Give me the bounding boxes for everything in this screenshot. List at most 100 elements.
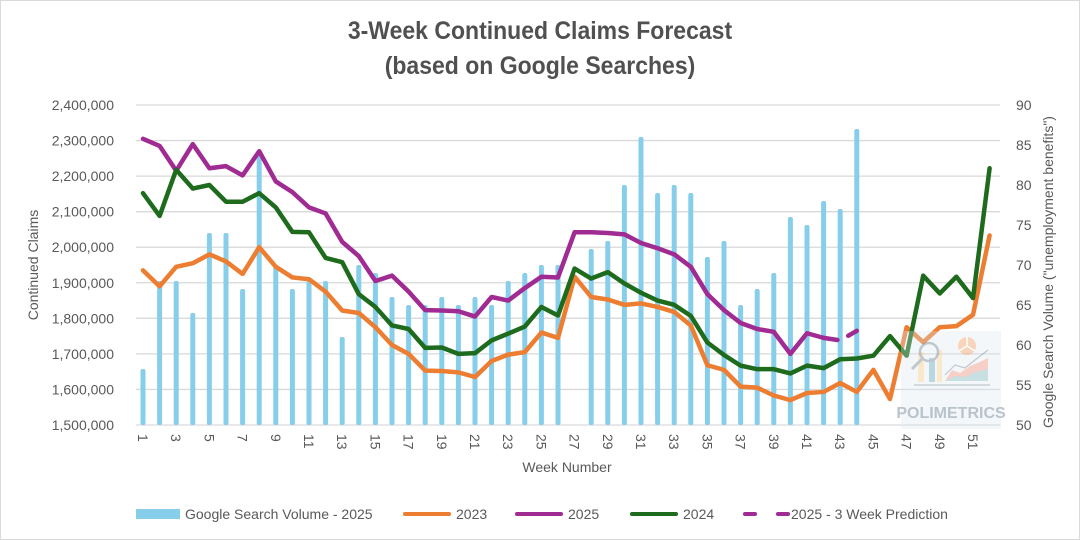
trend-line-icon <box>944 349 989 376</box>
legend-swatch-line <box>403 512 451 516</box>
y-tick-label: 2,200,000 <box>52 168 114 184</box>
x-tick-label: 23 <box>500 434 516 450</box>
magnifier-handle <box>910 357 924 371</box>
bar-week-34 <box>688 193 694 425</box>
bar-week-25 <box>538 265 544 425</box>
legend-item-2023[interactable]: 2023 <box>403 502 487 526</box>
bar-week-41 <box>804 225 810 425</box>
y-axis-label: Continued Claims <box>25 210 41 321</box>
line-2025-3-week-prediction <box>821 328 860 343</box>
x-tick-label: 17 <box>401 434 417 450</box>
x-tick-label: 21 <box>467 434 483 450</box>
bar-week-7 <box>240 289 246 425</box>
x-tick-label: 19 <box>434 434 450 450</box>
bar-week-13 <box>339 337 345 425</box>
y-tick-label: 1,600,000 <box>52 381 114 397</box>
y2-tick-label: 85 <box>1016 137 1032 153</box>
y2-tick-label: 55 <box>1016 377 1032 393</box>
bar-week-12 <box>323 281 329 425</box>
polimetrics-watermark: POLIMETRICS <box>896 331 1006 429</box>
y-axis-left-ticks: 1,500,000 1,600,000 1,700,000 1,800,000 1,90… <box>52 97 114 433</box>
legend-item-2025-prediction[interactable]: 2025 - 3 Week Prediction <box>743 502 948 526</box>
bar-week-19 <box>439 297 445 425</box>
y2-tick-label: 65 <box>1016 297 1032 313</box>
area-icon <box>945 369 988 381</box>
bar-week-10 <box>289 289 295 425</box>
chart-title-line-2: (based on Google Searches) <box>384 52 696 80</box>
x-tick-label: 51 <box>965 434 981 450</box>
bar-week-6 <box>223 233 229 425</box>
y-tick-label: 2,100,000 <box>52 204 114 220</box>
x-tick-label: 35 <box>699 434 715 450</box>
bar-week-22 <box>489 305 495 425</box>
bar-week-4 <box>190 313 196 425</box>
y2-tick-label: 50 <box>1016 417 1032 433</box>
legend-swatch-dash <box>743 512 757 516</box>
legend-label: 2025 - 3 Week Prediction <box>791 506 948 522</box>
y-tick-label: 2,400,000 <box>52 97 114 113</box>
x-tick-label: 13 <box>334 434 350 450</box>
bar-week-3 <box>173 281 179 425</box>
watermark-bar-icon <box>918 352 924 382</box>
legend-label: 2024 <box>683 506 715 522</box>
x-tick-label: 29 <box>600 434 616 450</box>
bar-week-26 <box>555 265 561 425</box>
pie-slices <box>958 337 976 352</box>
watermark-bar-icon <box>937 350 942 382</box>
x-tick-label: 39 <box>766 434 782 450</box>
legend-item-2024[interactable]: 2024 <box>630 502 714 526</box>
y2-tick-label: 75 <box>1016 217 1032 233</box>
y2-tick-label: 70 <box>1016 257 1032 273</box>
bar-week-1 <box>140 369 146 425</box>
line-2025 <box>140 136 826 357</box>
x-tick-label: 3 <box>168 434 184 442</box>
legend-label: 2025 <box>568 506 600 522</box>
y2-tick-label: 90 <box>1016 97 1032 113</box>
y-tick-label: 2,000,000 <box>52 239 114 255</box>
bar-week-40 <box>787 217 793 425</box>
bar-week-15 <box>372 273 378 425</box>
x-tick-label: 1 <box>135 434 151 442</box>
x-tick-label: 43 <box>832 434 848 450</box>
legend-item-2025[interactable]: 2025 <box>515 502 599 526</box>
x-tick-label: 7 <box>235 434 251 442</box>
legend-swatch-line <box>630 512 678 516</box>
x-tick-label: 33 <box>666 434 682 450</box>
bar-week-2 <box>157 281 163 425</box>
x-tick-label: 49 <box>932 434 948 450</box>
legend-swatch-dash <box>776 512 790 516</box>
x-axis-ticks: 1 3 5 7 9 11 13 15 17 19 21 23 25 27 29 31 33 35 37 39 41 43 4… <box>135 434 981 450</box>
y-tick-label: 1,500,000 <box>52 417 114 433</box>
legend-swatch-bar <box>136 509 180 519</box>
bar-week-20 <box>455 305 461 425</box>
legend-item-search-volume[interactable]: Google Search Volume - 2025 <box>136 502 373 526</box>
bars-search-volume <box>140 129 860 425</box>
bar-week-5 <box>206 233 212 425</box>
bar-week-8 <box>256 153 262 425</box>
watermark-bar-icon <box>929 358 935 382</box>
legend-swatch-line <box>515 512 563 516</box>
chart-title: 3-Week Continued Claims Forecast (based … <box>43 14 1037 84</box>
line-2024 <box>140 166 992 376</box>
line-series <box>140 136 992 403</box>
x-tick-label: 9 <box>268 434 284 442</box>
x-tick-label: 41 <box>799 434 815 450</box>
bar-week-16 <box>389 297 395 425</box>
bar-week-18 <box>422 305 428 425</box>
y2-axis-label: Google Search Volume ("unemployment bene… <box>1040 116 1056 428</box>
bar-week-43 <box>837 209 843 425</box>
magnifier-icon <box>918 341 940 363</box>
line-2023 <box>140 233 992 403</box>
x-tick-label: 47 <box>899 434 915 450</box>
y-tick-label: 2,300,000 <box>52 133 114 149</box>
x-tick-label: 15 <box>367 434 383 450</box>
bar-week-21 <box>472 297 478 425</box>
legend-label: Google Search Volume - 2025 <box>185 506 373 522</box>
y2-tick-label: 60 <box>1016 337 1032 353</box>
bar-week-44 <box>854 129 860 425</box>
x-tick-label: 31 <box>633 434 649 450</box>
y2-tick-label: 80 <box>1016 177 1032 193</box>
y-axis-right-ticks: 50 55 60 65 70 75 80 85 90 <box>1016 97 1032 433</box>
y-tick-label: 1,700,000 <box>52 346 114 362</box>
bar-week-29 <box>605 241 611 425</box>
